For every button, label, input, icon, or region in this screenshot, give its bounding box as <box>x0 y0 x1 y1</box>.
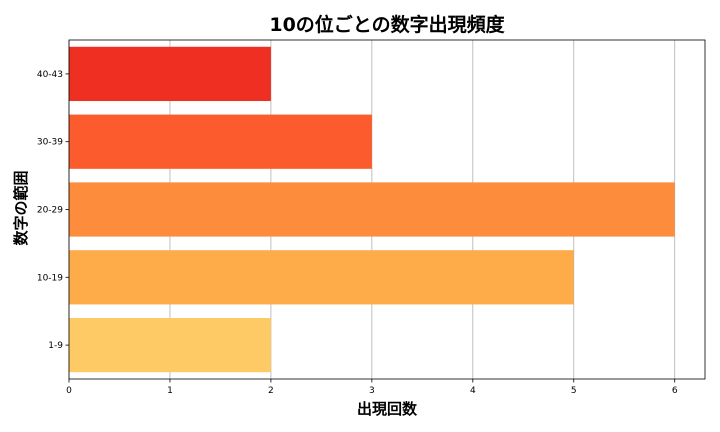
x-tick-label: 0 <box>66 386 72 396</box>
bar-20-29 <box>69 182 675 237</box>
chart-title: 10の位ごとの数字出現頻度 <box>269 13 505 36</box>
x-axis-ticks: 0 1 2 3 4 5 6 <box>66 379 678 396</box>
bars <box>69 46 675 373</box>
x-tick-label: 2 <box>268 386 274 396</box>
x-tick-label: 1 <box>167 386 173 396</box>
y-tick-label: 30-39 <box>37 138 63 148</box>
bar-1-9 <box>69 317 271 373</box>
x-tick-label: 6 <box>672 386 678 396</box>
bar-40-43 <box>69 46 271 102</box>
x-tick-label: 5 <box>571 386 577 396</box>
x-axis-label: 出現回数 <box>357 400 418 418</box>
y-tick-label: 10-19 <box>37 273 63 283</box>
y-tick-label: 40-43 <box>37 70 63 80</box>
bar-10-19 <box>69 250 574 305</box>
y-tick-label: 20-29 <box>37 206 63 216</box>
y-axis-ticks: 1-9 10-19 20-29 30-39 40-43 <box>37 70 69 351</box>
y-tick-label: 1-9 <box>48 341 63 351</box>
bar-30-39 <box>69 114 372 169</box>
x-tick-label: 3 <box>369 386 375 396</box>
y-axis-label: 数字の範囲 <box>12 170 30 245</box>
x-tick-label: 4 <box>470 386 476 396</box>
